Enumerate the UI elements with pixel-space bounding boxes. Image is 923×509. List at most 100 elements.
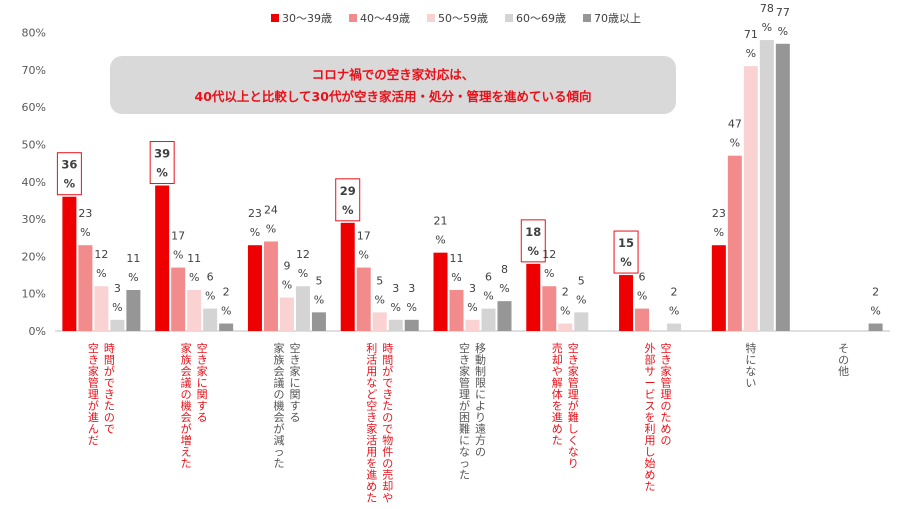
- data-label: 3: [469, 282, 476, 295]
- data-label: 23: [712, 207, 726, 220]
- data-label-unit: %: [762, 21, 772, 34]
- bar: [155, 185, 170, 331]
- highlight-frame: [520, 219, 546, 263]
- data-label: 11: [126, 252, 140, 265]
- data-label: 2: [562, 286, 569, 299]
- data-label-unit: %: [358, 249, 368, 262]
- y-tick-label: 70%: [22, 64, 46, 77]
- data-label-unit: %: [451, 271, 461, 284]
- data-label-unit: %: [96, 267, 106, 280]
- data-label: 24: [264, 203, 278, 216]
- bar: [667, 323, 682, 331]
- category-label: 特にない: [745, 341, 756, 390]
- data-label-unit: %: [406, 301, 416, 314]
- data-label-unit: %: [714, 226, 724, 239]
- y-tick-label: 10%: [22, 288, 46, 301]
- bar: [759, 40, 774, 332]
- bar: [542, 286, 557, 331]
- bar: [574, 312, 589, 331]
- bar: [497, 301, 512, 331]
- data-label: 12: [94, 248, 108, 261]
- legend-swatch: [427, 14, 435, 22]
- data-label-unit: %: [112, 301, 122, 314]
- data-label: 2: [872, 286, 879, 299]
- data-label-unit: %: [314, 293, 324, 306]
- y-axis: 0% 10% 20% 30% 40% 50% 60% 70% 80%: [22, 27, 46, 338]
- legend-label: 30～39歳: [282, 12, 332, 25]
- data-label: 47: [728, 118, 742, 131]
- bar: [711, 245, 726, 331]
- data-label-unit: %: [746, 47, 756, 60]
- data-label: 5: [578, 274, 585, 287]
- data-label: 39: [154, 147, 170, 161]
- data-label: 2: [223, 286, 230, 299]
- category-label: その他: [838, 342, 849, 378]
- bar: [558, 323, 573, 331]
- data-label-unit: %: [156, 166, 168, 180]
- category-label: 売却や解体を進めた: [552, 342, 563, 447]
- data-label: 11: [450, 252, 464, 265]
- y-tick-label: 80%: [22, 27, 46, 40]
- data-label-unit: %: [778, 25, 788, 38]
- bar: [62, 196, 77, 331]
- data-label: 6: [485, 271, 492, 284]
- data-label: 36: [61, 158, 77, 172]
- bar: [340, 222, 355, 331]
- data-label: 5: [376, 274, 383, 287]
- data-label: 11: [187, 252, 201, 265]
- legend-label: 60～69歳: [516, 12, 566, 25]
- bar: [727, 155, 742, 331]
- data-label: 23: [248, 207, 262, 220]
- bar: [433, 252, 448, 331]
- data-label-unit: %: [80, 226, 90, 239]
- bar: [868, 323, 883, 331]
- bar: [203, 308, 218, 331]
- data-label-unit: %: [189, 271, 199, 284]
- data-label-unit: %: [342, 203, 354, 217]
- data-label-unit: %: [298, 267, 308, 280]
- data-label: 3: [392, 282, 399, 295]
- data-label: 18: [525, 225, 541, 239]
- data-label: 2: [671, 286, 678, 299]
- legend-label: 70歳以上: [594, 12, 641, 25]
- data-label: 21: [434, 215, 448, 228]
- data-label: 6: [207, 271, 214, 284]
- data-label-unit: %: [528, 244, 540, 258]
- bar: [126, 289, 141, 331]
- bar: [465, 319, 480, 331]
- category-label: 時間ができたので物件の売却や: [382, 342, 393, 505]
- legend-swatch: [271, 14, 279, 22]
- data-label-unit: %: [620, 255, 632, 269]
- data-label-unit: %: [128, 271, 138, 284]
- data-label-unit: %: [870, 305, 880, 318]
- data-label-unit: %: [560, 305, 570, 318]
- highlight-frame: [149, 141, 175, 185]
- data-label-unit: %: [467, 301, 477, 314]
- category-label: 空き家管理が難しくなり: [568, 341, 579, 470]
- bar: [481, 308, 496, 331]
- bar: [171, 267, 186, 331]
- category-label: 利活用など空き家活用を進めた: [366, 342, 377, 505]
- callout-line-1: コロナ禍での空き家対応は、: [312, 67, 475, 82]
- bar: [526, 263, 541, 331]
- category-label: 空き家管理のための: [661, 341, 672, 447]
- legend-swatch: [583, 14, 591, 22]
- bar: [635, 308, 650, 331]
- legend-label: 50～59歳: [438, 12, 488, 25]
- data-label: 12: [296, 248, 310, 261]
- category-label: 家族会議の機会が減った: [273, 341, 284, 470]
- legend-swatch: [505, 14, 513, 22]
- bar: [404, 319, 419, 331]
- legend-label: 40～49歳: [360, 12, 410, 25]
- category-label: 移動制限により遠方の: [475, 342, 486, 459]
- bar: [372, 312, 387, 331]
- data-label: 3: [114, 282, 121, 295]
- bar: [388, 319, 403, 331]
- bars: 36%23%12%3%11%39%17% 11% 6% 2%23%24%9%12%5%…: [56, 2, 883, 332]
- data-label-unit: %: [669, 305, 679, 318]
- y-tick-label: 20%: [22, 250, 46, 263]
- data-label-unit: %: [499, 282, 509, 295]
- data-label: 5: [315, 274, 322, 287]
- data-label: 15: [618, 236, 634, 250]
